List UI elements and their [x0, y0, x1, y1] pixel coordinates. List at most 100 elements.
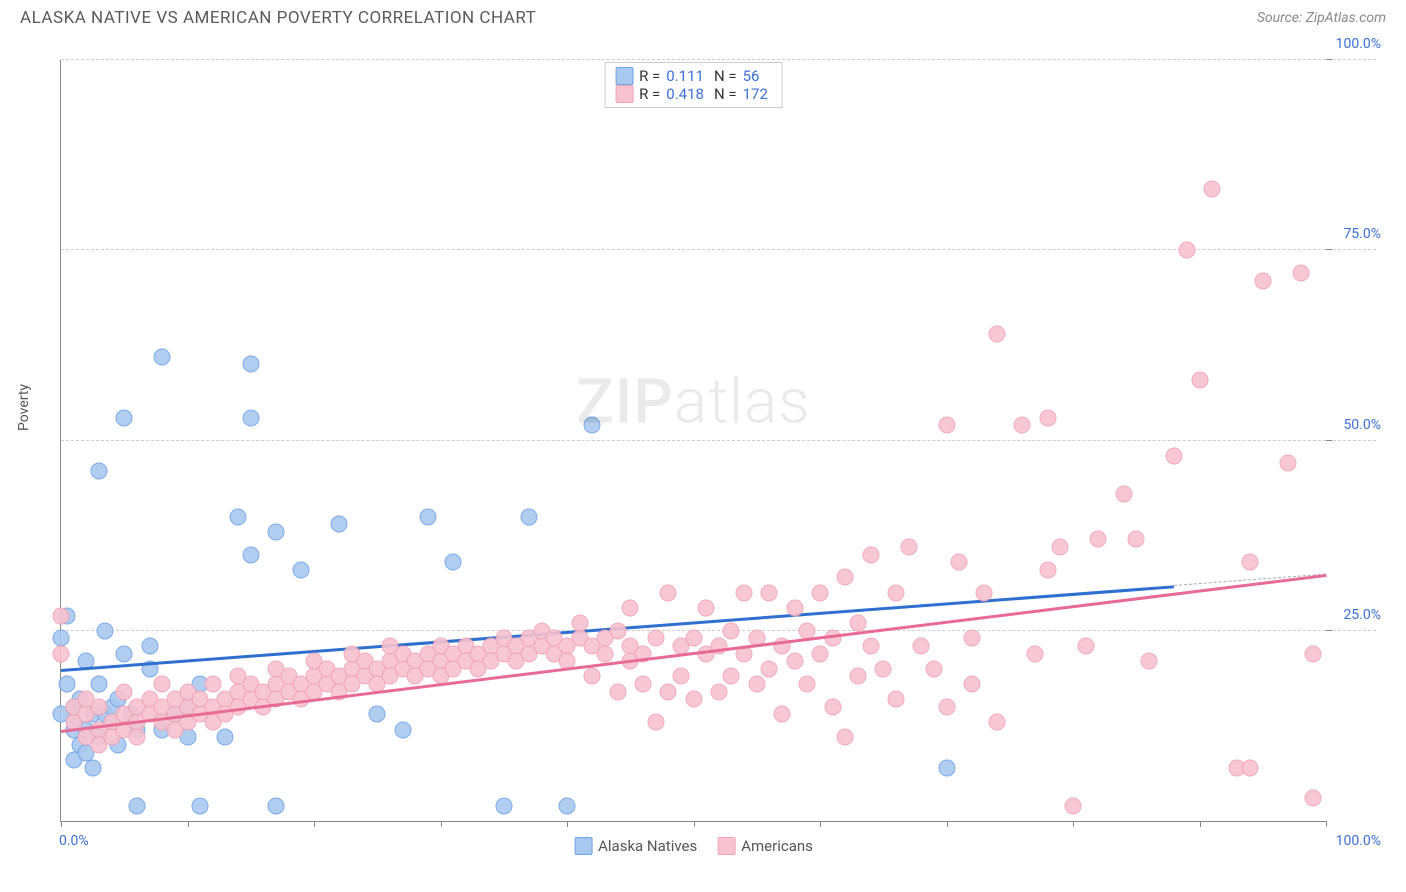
data-point: [622, 599, 639, 616]
x-tick-left: 0.0%: [59, 833, 89, 849]
data-point: [938, 698, 955, 715]
data-point: [53, 607, 70, 624]
data-point: [1242, 554, 1259, 571]
data-point: [230, 508, 247, 525]
data-point: [59, 676, 76, 693]
data-point: [900, 539, 917, 556]
y-tick-label: 75.0%: [1343, 226, 1381, 242]
data-point: [1254, 272, 1271, 289]
data-point: [786, 599, 803, 616]
data-point: [1242, 759, 1259, 776]
data-point: [685, 630, 702, 647]
data-point: [1191, 371, 1208, 388]
chart-container: Poverty ZIPatlas R = 0.111 N = 56 R = 0.…: [20, 40, 1386, 882]
x-tick-mark: [314, 821, 315, 827]
data-point: [242, 356, 259, 373]
data-point: [116, 683, 133, 700]
data-point: [1115, 485, 1132, 502]
x-tick-right: 100.0%: [1336, 833, 1381, 849]
data-point: [1090, 531, 1107, 548]
data-point: [1052, 539, 1069, 556]
swatch-alaska-icon: [615, 67, 633, 85]
data-point: [837, 569, 854, 586]
data-point: [672, 668, 689, 685]
y-tick-mark: [1326, 249, 1332, 250]
data-point: [495, 797, 512, 814]
data-point: [90, 676, 107, 693]
x-tick-mark: [1200, 821, 1201, 827]
data-point: [90, 462, 107, 479]
data-point: [1166, 447, 1183, 464]
data-point: [1039, 561, 1056, 578]
y-tick-label: 50.0%: [1343, 417, 1381, 433]
data-point: [84, 759, 101, 776]
data-point: [963, 630, 980, 647]
data-point: [331, 516, 348, 533]
data-point: [736, 584, 753, 601]
data-point: [723, 622, 740, 639]
data-point: [989, 714, 1006, 731]
watermark: ZIPatlas: [576, 366, 810, 439]
data-point: [97, 622, 114, 639]
data-point: [774, 706, 791, 723]
data-point: [293, 561, 310, 578]
data-point: [660, 683, 677, 700]
data-point: [647, 630, 664, 647]
data-point: [951, 554, 968, 571]
data-point: [268, 523, 285, 540]
data-point: [419, 508, 436, 525]
data-point: [849, 668, 866, 685]
data-point: [90, 698, 107, 715]
data-point: [128, 729, 145, 746]
data-point: [445, 554, 462, 571]
data-point: [786, 653, 803, 670]
data-point: [521, 508, 538, 525]
x-tick-mark: [1326, 821, 1327, 827]
data-point: [989, 325, 1006, 342]
data-point: [812, 584, 829, 601]
legend-item-american: Americans: [717, 837, 813, 855]
y-axis-label: Poverty: [16, 384, 32, 431]
data-point: [242, 546, 259, 563]
data-point: [1204, 181, 1221, 198]
data-point: [812, 645, 829, 662]
legend-item-alaska: Alaska Natives: [574, 837, 697, 855]
data-point: [128, 797, 145, 814]
data-point: [559, 797, 576, 814]
data-point: [204, 676, 221, 693]
gridline: [61, 630, 1376, 631]
trend-line: [61, 574, 1326, 732]
legend-series: Alaska Natives Americans: [574, 837, 813, 855]
data-point: [887, 691, 904, 708]
data-point: [685, 691, 702, 708]
data-point: [748, 676, 765, 693]
data-point: [1014, 417, 1031, 434]
x-tick-mark: [820, 821, 821, 827]
data-point: [938, 759, 955, 776]
data-point: [1178, 242, 1195, 259]
data-point: [116, 409, 133, 426]
data-point: [1128, 531, 1145, 548]
gridline: [61, 440, 1376, 441]
data-point: [53, 645, 70, 662]
data-point: [242, 409, 259, 426]
data-point: [609, 622, 626, 639]
x-tick-mark: [441, 821, 442, 827]
y-tick-mark: [1326, 440, 1332, 441]
data-point: [584, 417, 601, 434]
data-point: [824, 698, 841, 715]
data-point: [634, 676, 651, 693]
swatch-alaska-icon: [574, 837, 592, 855]
data-point: [849, 615, 866, 632]
data-point: [875, 660, 892, 677]
y-tick-mark: [1326, 59, 1332, 60]
data-point: [761, 660, 778, 677]
data-point: [268, 797, 285, 814]
legend-row-alaska: R = 0.111 N = 56: [615, 67, 772, 85]
legend-correlation: R = 0.111 N = 56 R = 0.418 N = 172: [604, 62, 783, 108]
data-point: [192, 797, 209, 814]
data-point: [1039, 409, 1056, 426]
data-point: [963, 676, 980, 693]
data-point: [584, 668, 601, 685]
data-point: [647, 714, 664, 731]
